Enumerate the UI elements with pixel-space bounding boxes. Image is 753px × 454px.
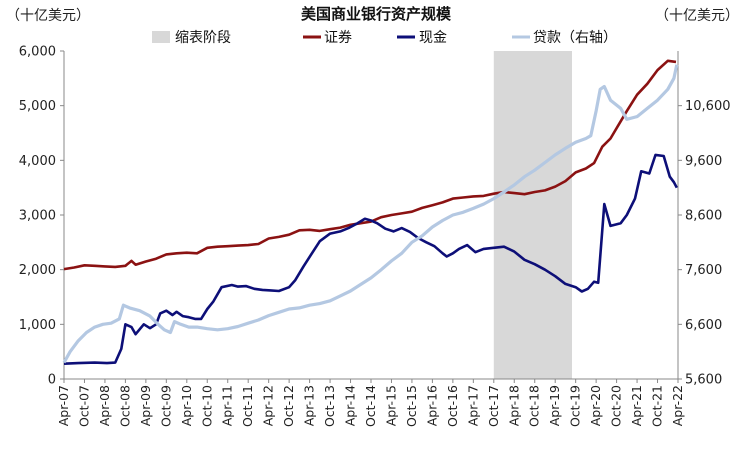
x-tick-label: Apr-14: [343, 385, 358, 426]
right-axis-unit: （十亿美元）: [655, 8, 739, 24]
cash-line: [63, 153, 678, 365]
left-tick-label: 5,000: [19, 99, 56, 114]
right-tick-label: 7,600: [685, 263, 722, 278]
x-tick-label: Oct-21: [650, 385, 665, 427]
x-tick-label: Apr-11: [220, 385, 235, 426]
left-tick-label: 6,000: [19, 45, 56, 60]
x-tick-label: Oct-10: [199, 385, 214, 427]
x-tick-label: Apr-17: [465, 385, 480, 426]
left-axis-unit: （十亿美元）: [6, 8, 90, 24]
legend: 缩表阶段 证券 现金 贷款（右轴）: [152, 30, 617, 46]
legend-securities-label: 证券: [324, 30, 352, 46]
axes: [63, 51, 679, 380]
x-tick-label: Apr-08: [97, 385, 112, 426]
x-tick-label: Oct-19: [568, 385, 583, 427]
x-tick-label: Oct-18: [527, 385, 542, 427]
x-tick-label: Apr-19: [547, 385, 562, 426]
right-tick-label: 5,600: [685, 373, 722, 388]
left-tick-label: 2,000: [19, 263, 56, 278]
x-tick-label: Apr-07: [56, 385, 71, 426]
right-tick-label: 6,600: [685, 318, 722, 333]
chart-title: 美国商业银行资产规模: [301, 5, 452, 23]
shaded-region: [493, 51, 572, 379]
x-tick-label: Oct-16: [445, 385, 460, 427]
legend-shade-label: 缩表阶段: [175, 30, 231, 46]
x-tick-label: Oct-12: [281, 385, 296, 427]
legend-loans-label: 贷款（右轴）: [533, 30, 617, 46]
x-tick-label: Oct-07: [76, 385, 91, 427]
x-tick-label: Apr-13: [302, 385, 317, 426]
x-tick-label: Oct-15: [404, 385, 419, 427]
x-tick-label: Apr-15: [383, 385, 398, 426]
securities-line: [63, 59, 677, 271]
x-tick-label: Apr-18: [506, 385, 521, 426]
x-tick-label: Oct-20: [609, 385, 624, 427]
series-lines: [62, 59, 679, 365]
left-tick-label: 1,000: [19, 318, 56, 333]
left-y-ticks: 0 1,000 2,000 3,000 4,000 5,000 6,000: [19, 45, 64, 388]
left-tick-label: 4,000: [19, 154, 56, 169]
x-tick-label: Apr-09: [138, 385, 153, 426]
x-tick-label: Apr-22: [670, 385, 685, 426]
loans-line: [62, 64, 679, 364]
right-tick-label: 8,600: [685, 209, 722, 224]
left-tick-label: 3,000: [19, 209, 56, 224]
x-ticks: Apr-07 Oct-07 Apr-08 Oct-08 Apr-09 Oct-09 Apr-…: [56, 379, 685, 427]
right-tick-label: 10,600: [685, 99, 731, 114]
x-tick-label: Oct-14: [363, 385, 378, 427]
x-tick-label: Apr-21: [629, 385, 644, 426]
contraction-period-band: [493, 51, 572, 379]
left-tick-label: 0: [48, 373, 56, 388]
legend-shade-swatch: [152, 31, 170, 43]
x-tick-label: Oct-08: [117, 385, 132, 427]
x-tick-label: Oct-17: [486, 385, 501, 427]
x-tick-label: Oct-11: [240, 385, 255, 427]
x-tick-label: Apr-10: [179, 385, 194, 426]
right-tick-label: 9,600: [685, 154, 722, 169]
right-y-ticks: 5,600 6,600 7,600 8,600 9,600 10,600: [678, 99, 731, 388]
x-tick-label: Oct-09: [158, 385, 173, 427]
legend-cash-label: 现金: [419, 30, 447, 46]
x-tick-label: Apr-20: [588, 385, 603, 426]
x-tick-label: Oct-13: [322, 385, 337, 427]
x-tick-label: Apr-12: [261, 385, 276, 426]
x-tick-label: Apr-16: [424, 385, 439, 426]
